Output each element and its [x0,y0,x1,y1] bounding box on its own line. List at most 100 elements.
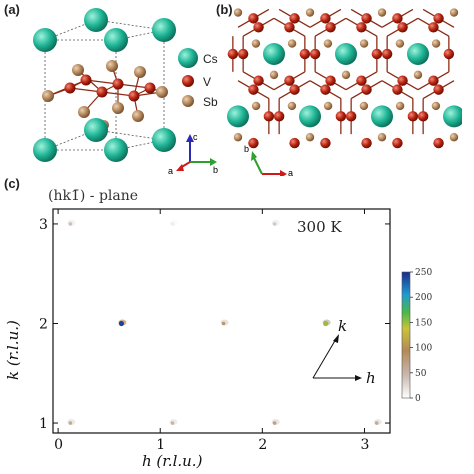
v-atom [227,48,239,60]
v-atom [289,84,300,95]
y-tick-label: 2 [39,316,48,332]
peak [272,222,277,226]
v-atom [248,84,259,95]
sb-atom [431,101,441,111]
peak [221,321,226,326]
panel-label-b: (b) [216,2,233,17]
v-atom [237,48,249,60]
sb-atom [233,8,243,17]
sb-atom [449,133,459,142]
v-atom [356,22,367,33]
v-atom [248,13,259,24]
panel-label-a: (a) [4,2,20,17]
peak [68,421,73,425]
x-tick-label: 2 [258,437,267,453]
h-vector-label: h [366,369,376,387]
sb-atom [395,39,405,48]
peak [272,421,277,425]
v-atom [433,13,444,24]
v-atom [320,84,331,95]
cs-atom [335,43,357,65]
v-atom [320,13,331,24]
v-atom [443,48,455,60]
kagome-v-atoms [227,13,455,149]
x-tick-label: 0 [54,437,63,453]
v-atom [392,13,403,24]
legend-sb-marker [182,95,194,107]
sb-atom [233,133,243,142]
v-atom [397,22,408,33]
x-tick-label: 3 [360,437,369,453]
sb-atom [287,101,297,111]
v-atom [361,13,372,24]
sb-atom [287,39,297,48]
temperature-label: 300 K [297,218,342,236]
colorbar-tick-label: 150 [415,318,432,328]
panel-label-c: (c) [4,176,20,191]
sb-atom [377,133,387,142]
v-atom [289,137,300,149]
axis-a-label: a [168,166,173,176]
sb-atom [251,39,261,48]
colorbar-tick-label: 0 [415,394,421,404]
v-atom [361,84,372,95]
legend-cs-label: Cs [203,52,218,66]
peaks-layer [67,219,382,426]
unit-cell-figure: Cs V Sb c b a [33,8,218,176]
cs-atoms [33,8,176,162]
legend-v-label: V [203,75,211,89]
v-atom [320,137,331,149]
cs-atom [443,105,462,128]
chart-title: (hk1̄) - plane [48,188,138,204]
v-atom [345,111,357,122]
sb-atom [341,70,351,80]
atom-legend: Cs V Sb [178,48,218,109]
v-atom [289,13,300,24]
axes-triad-b: a b [244,144,293,176]
cs-atom [299,105,321,128]
sb-atom [305,133,315,142]
v-atom [428,75,439,86]
axis-b-a-label: a [288,168,293,176]
v-atom [325,75,336,86]
sb-atom [413,70,423,80]
cs-atom [263,43,285,65]
v-atom [253,75,264,86]
legend-sb-label: Sb [203,95,218,109]
x-tick-label: 1 [156,437,165,453]
v-atom [407,111,419,122]
colorbar [401,271,411,399]
sb-atom [305,8,315,17]
sb-atom [431,39,441,48]
sb-atom [359,101,369,111]
k-vector-label: k [338,317,347,335]
peak [323,320,329,327]
v-atom [392,137,403,149]
colorbar-tick-label: 250 [415,268,432,278]
peak [68,222,73,226]
v-atom [248,137,259,149]
sb-atom [323,39,333,48]
sb-atom [395,101,405,111]
inset-vectors: h k [312,317,376,387]
v-atom [433,84,444,95]
legend-v-marker [182,75,194,87]
v-atom [381,48,393,60]
cs-atom [407,43,429,65]
axis-c-label: c [193,132,198,142]
v-atom [371,48,383,60]
v-atom [284,75,295,86]
axes-triad-a: c b a [168,132,218,176]
sb-atom [323,101,333,111]
sb-atom [251,101,261,111]
sb-atom [269,70,279,80]
sb-atom [449,8,459,17]
colorbar-tick-label: 50 [415,369,427,379]
v-atom [284,22,295,33]
v-atoms [64,74,156,102]
v-atom [253,22,264,33]
y-axis-label: k (r.l.u.) [4,320,22,380]
peak [170,222,175,226]
